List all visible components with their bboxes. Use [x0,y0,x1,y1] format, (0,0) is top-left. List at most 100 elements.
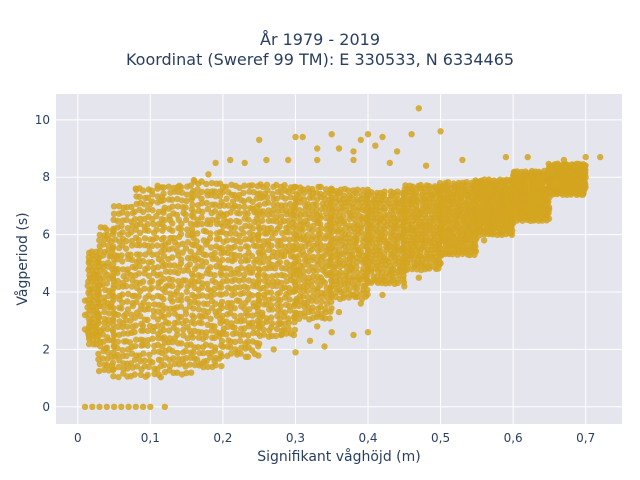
data-point [182,317,190,324]
data-point [291,204,298,211]
data-point [144,194,152,201]
data-point [110,304,117,312]
data-point [313,206,320,213]
data-point [96,237,103,244]
data-point [144,316,151,324]
data-point [109,326,116,333]
data-point [189,272,197,280]
data-point [160,295,167,303]
y-tick-label: 2 [42,342,50,356]
x-tick-label: 0,5 [431,431,450,445]
data-point [178,256,185,263]
data-point [409,183,416,190]
data-point [277,320,285,327]
data-point [415,274,422,281]
data-point [335,308,343,316]
data-point [166,262,174,269]
data-point [103,403,111,410]
data-point [119,209,126,216]
data-point [240,289,247,297]
data-point [408,131,415,138]
data-point [184,226,191,233]
data-point [241,317,248,324]
data-point [314,145,321,152]
data-point [379,291,386,299]
data-point [193,356,201,363]
data-point [285,285,293,292]
data-point [114,338,122,345]
data-point [321,315,328,322]
data-point [148,284,156,292]
data-point [177,230,185,238]
data-point [96,403,103,410]
data-point [268,242,275,249]
data-point [161,216,168,224]
data-point [160,326,167,334]
data-point [170,234,177,241]
data-point [127,251,134,258]
data-point [110,260,117,268]
data-point [277,303,284,310]
data-point [212,279,219,286]
data-point [248,252,256,260]
data-point [157,357,165,364]
x-tick-label: 0,4 [358,431,377,445]
data-point [177,225,185,233]
data-point [263,194,271,201]
data-point [104,334,111,341]
data-point [166,362,174,370]
data-point [259,243,266,250]
data-point [296,206,303,214]
data-point [597,153,604,161]
data-point [190,305,197,312]
data-point [306,337,314,344]
data-point [160,209,167,216]
data-point [144,264,152,272]
data-point [316,220,324,228]
data-point [202,251,210,259]
data-point [263,273,270,280]
data-point [326,315,333,322]
data-point [281,235,288,242]
data-point [123,216,130,223]
data-point [165,311,172,318]
data-point [101,366,108,373]
data-point [173,327,181,334]
data-point [222,183,230,190]
data-point [255,352,262,359]
data-point [364,329,372,336]
data-point [219,256,226,263]
data-point [133,298,140,306]
data-point [174,247,181,254]
data-point [211,188,219,195]
data-point [317,274,324,281]
data-point [95,319,102,327]
data-point [140,327,147,334]
data-point [160,234,167,241]
data-point [114,344,121,352]
data-point [286,296,293,303]
data-point [335,145,343,152]
data-point [182,216,190,223]
data-point [246,263,253,271]
data-point [270,346,277,353]
data-point [104,271,111,278]
data-point [111,332,118,339]
data-point [169,227,176,234]
data-point [337,269,344,276]
data-point [390,266,397,273]
data-point [189,334,196,341]
data-point [368,233,375,240]
data-point [132,336,140,343]
data-point [150,221,157,228]
data-point [149,359,156,366]
data-point [317,282,324,289]
data-point [269,190,276,197]
data-point [244,244,252,251]
data-point [141,201,148,208]
data-point [212,344,219,351]
data-point [110,203,118,210]
data-point [194,263,201,270]
data-point [110,296,117,304]
data-point [277,213,285,220]
